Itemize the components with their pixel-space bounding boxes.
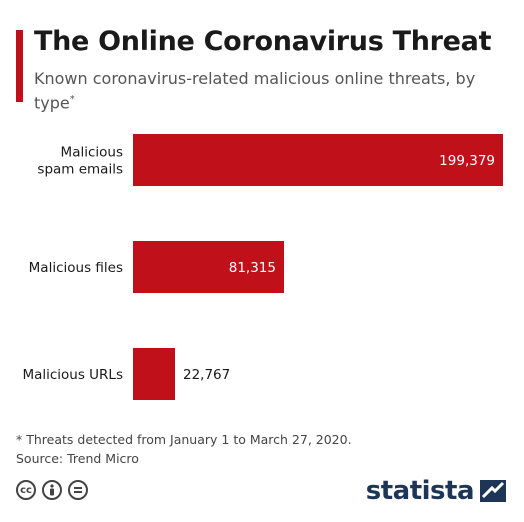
bar-1 bbox=[133, 241, 284, 293]
bar-2 bbox=[133, 348, 175, 400]
cc-icon[interactable]: cc bbox=[16, 480, 36, 500]
subtitle-footnote-mark: * bbox=[69, 94, 75, 105]
value-label-2: 22,767 bbox=[183, 367, 230, 383]
footnote-note: * Threats detected from January 1 to Mar… bbox=[16, 432, 352, 447]
attribution-icon[interactable] bbox=[42, 480, 62, 500]
no-derivatives-icon[interactable] bbox=[68, 480, 88, 500]
value-label-1: 81,315 bbox=[229, 260, 276, 276]
statista-logo[interactable]: statista bbox=[366, 476, 506, 506]
title-accent-bar bbox=[16, 30, 23, 102]
brand-name: statista bbox=[365, 476, 475, 506]
category-label-1: Malicious files bbox=[29, 260, 123, 276]
statista-logo-icon bbox=[480, 480, 506, 502]
subtitle-text: Known coronavirus-related malicious onli… bbox=[34, 69, 476, 113]
footnote-source: Source: Trend Micro bbox=[16, 451, 139, 466]
category-label-0: Malicious spam emails bbox=[37, 145, 123, 178]
chart-title: The Online Coronavirus Threat bbox=[34, 26, 492, 57]
value-label-0: 199,379 bbox=[439, 153, 495, 169]
footnote: * Threats detected from January 1 to Mar… bbox=[16, 430, 352, 468]
license-icons: cc bbox=[16, 480, 88, 500]
bar-0 bbox=[133, 134, 503, 186]
category-label-2: Malicious URLs bbox=[22, 367, 123, 383]
chart-subtitle: Known coronavirus-related malicious onli… bbox=[34, 68, 494, 113]
